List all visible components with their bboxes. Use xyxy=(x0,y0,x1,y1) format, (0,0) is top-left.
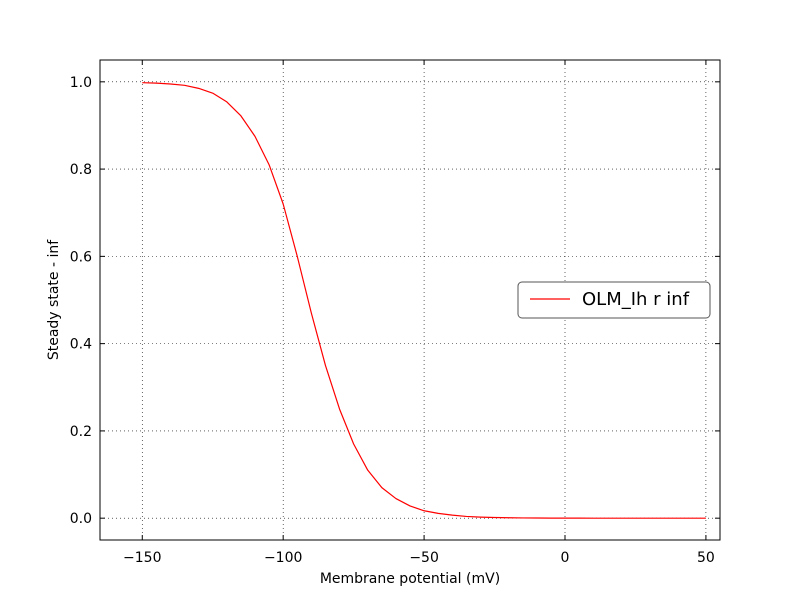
plot-frame xyxy=(99,59,721,541)
series-layer xyxy=(142,82,706,519)
x-tick-label: −150 xyxy=(123,550,161,566)
series-line xyxy=(142,82,706,519)
ticks: −150 −100 −50 0 50 0.0 0.2 0.4 0.6 0.8 1.0 xyxy=(70,60,720,566)
x-tick-label: −100 xyxy=(264,550,302,566)
x-tick-label: −50 xyxy=(409,550,439,566)
y-tick-label: 0.6 xyxy=(70,249,92,265)
y-axis-label: Steady state - inf xyxy=(46,239,62,360)
y-tick-label: 1.0 xyxy=(70,75,92,91)
legend-box xyxy=(517,281,711,319)
y-tick-label: 0.8 xyxy=(70,162,92,178)
legend: OLM_Ih r inf xyxy=(517,281,711,319)
x-axis-label: Membrane potential (mV) xyxy=(320,571,500,587)
y-tick-label: 0.4 xyxy=(70,337,92,353)
grid xyxy=(100,60,720,540)
y-tick-label: 0.2 xyxy=(70,424,92,440)
y-tick-label: 0.0 xyxy=(70,511,92,527)
legend-label: OLM_Ih r inf xyxy=(582,289,690,310)
x-tick-label: 50 xyxy=(697,550,715,566)
x-tick-label: 0 xyxy=(561,550,570,566)
